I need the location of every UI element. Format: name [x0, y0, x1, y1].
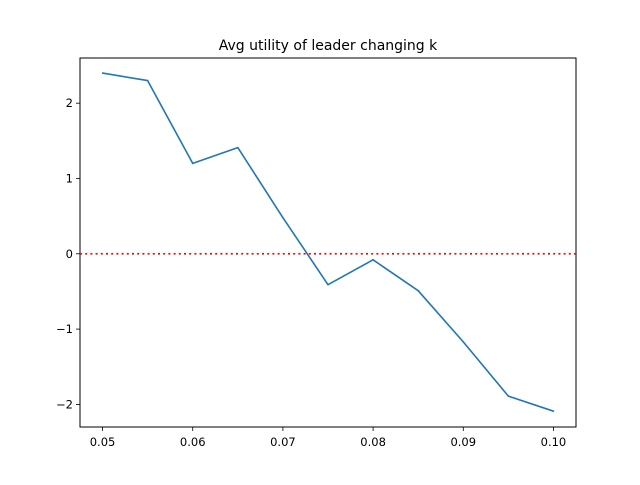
y-tick-label: −2 [56, 397, 73, 411]
data-point [417, 289, 419, 292]
x-tick-label: 0.05 [90, 435, 116, 449]
y-tick-label: 0 [66, 247, 73, 261]
x-tick-label: 0.07 [270, 435, 296, 449]
data-point [552, 410, 555, 412]
y-tick-label: −1 [56, 322, 73, 336]
x-tick-label: 0.08 [360, 435, 386, 449]
chart-title: Avg utility of leader changing k [219, 38, 438, 54]
y-tick-label: 1 [66, 171, 73, 185]
data-point [282, 216, 284, 219]
x-tick-label: 0.10 [541, 435, 567, 449]
data-point [146, 79, 149, 82]
data-point [507, 395, 510, 397]
series-line [102, 72, 554, 412]
x-tick-label: 0.06 [180, 435, 206, 449]
data-point [372, 259, 374, 261]
data-point [237, 146, 239, 149]
data-point [462, 341, 465, 343]
data-point [191, 162, 194, 165]
x-tick-label: 0.09 [450, 435, 476, 449]
y-tick-label: 2 [66, 96, 73, 110]
plot-frame [79, 57, 577, 428]
data-point [101, 72, 104, 74]
data-point [327, 283, 329, 286]
